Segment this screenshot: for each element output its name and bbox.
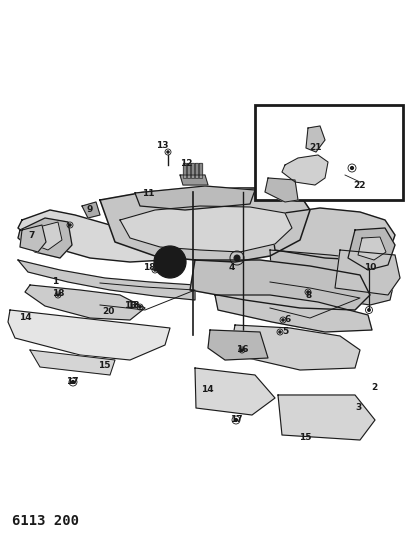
Polygon shape bbox=[135, 186, 255, 210]
Circle shape bbox=[307, 291, 309, 293]
Polygon shape bbox=[18, 210, 200, 262]
Circle shape bbox=[139, 306, 141, 308]
Polygon shape bbox=[180, 175, 208, 185]
Polygon shape bbox=[265, 178, 298, 202]
Polygon shape bbox=[191, 163, 194, 178]
Polygon shape bbox=[199, 163, 202, 178]
Polygon shape bbox=[270, 208, 395, 260]
Polygon shape bbox=[32, 222, 62, 250]
Text: 20: 20 bbox=[102, 308, 114, 317]
Circle shape bbox=[57, 294, 59, 296]
Polygon shape bbox=[208, 330, 268, 360]
Circle shape bbox=[235, 418, 237, 422]
Polygon shape bbox=[120, 206, 292, 252]
Text: 18: 18 bbox=[127, 301, 139, 310]
Polygon shape bbox=[187, 163, 190, 178]
Text: 8: 8 bbox=[306, 292, 312, 301]
Text: 1: 1 bbox=[52, 278, 58, 287]
Polygon shape bbox=[195, 368, 275, 415]
Text: 5: 5 bbox=[282, 327, 288, 336]
Polygon shape bbox=[8, 310, 170, 360]
Polygon shape bbox=[306, 126, 325, 152]
Text: 14: 14 bbox=[201, 385, 213, 394]
Text: 4: 4 bbox=[229, 263, 235, 272]
Text: 2: 2 bbox=[371, 384, 377, 392]
Text: 7: 7 bbox=[29, 230, 35, 239]
Circle shape bbox=[241, 349, 243, 351]
Text: 22: 22 bbox=[354, 181, 366, 190]
Circle shape bbox=[282, 319, 284, 321]
Circle shape bbox=[154, 246, 186, 278]
Polygon shape bbox=[232, 325, 360, 370]
Polygon shape bbox=[18, 218, 72, 258]
Polygon shape bbox=[282, 155, 328, 185]
Circle shape bbox=[234, 255, 240, 261]
Circle shape bbox=[69, 224, 71, 226]
Text: 15: 15 bbox=[98, 360, 110, 369]
Text: 11: 11 bbox=[142, 189, 154, 198]
Circle shape bbox=[167, 151, 169, 153]
Circle shape bbox=[368, 309, 370, 311]
Polygon shape bbox=[190, 260, 370, 310]
Polygon shape bbox=[183, 163, 186, 178]
Polygon shape bbox=[358, 237, 386, 260]
Polygon shape bbox=[20, 225, 46, 252]
Text: 21: 21 bbox=[310, 143, 322, 152]
Polygon shape bbox=[348, 228, 395, 270]
Text: 17: 17 bbox=[66, 377, 78, 386]
Text: 18: 18 bbox=[143, 263, 155, 272]
Text: 19: 19 bbox=[156, 265, 169, 274]
Circle shape bbox=[279, 331, 281, 333]
Polygon shape bbox=[82, 202, 100, 218]
Text: 14: 14 bbox=[19, 313, 31, 322]
Text: 12: 12 bbox=[180, 158, 192, 167]
Circle shape bbox=[71, 381, 74, 383]
Text: 9: 9 bbox=[87, 206, 93, 214]
Text: 13: 13 bbox=[156, 141, 168, 150]
Text: 16: 16 bbox=[124, 301, 136, 310]
Polygon shape bbox=[30, 350, 115, 375]
Circle shape bbox=[350, 167, 353, 169]
Text: 16: 16 bbox=[236, 345, 248, 354]
Text: 6113 200: 6113 200 bbox=[12, 514, 79, 528]
Polygon shape bbox=[335, 250, 400, 295]
Bar bbox=[255, 105, 403, 200]
Text: 10: 10 bbox=[364, 263, 376, 272]
Polygon shape bbox=[270, 250, 395, 305]
Polygon shape bbox=[195, 163, 198, 178]
Text: 3: 3 bbox=[355, 403, 361, 413]
Text: 15: 15 bbox=[299, 433, 311, 442]
Polygon shape bbox=[278, 395, 375, 440]
Text: 18: 18 bbox=[52, 288, 64, 297]
Circle shape bbox=[154, 269, 156, 271]
Text: 6: 6 bbox=[285, 314, 291, 324]
Circle shape bbox=[163, 255, 177, 269]
Polygon shape bbox=[18, 260, 195, 300]
Polygon shape bbox=[25, 285, 145, 320]
Polygon shape bbox=[215, 295, 372, 332]
Polygon shape bbox=[100, 188, 310, 262]
Text: 17: 17 bbox=[230, 416, 242, 424]
